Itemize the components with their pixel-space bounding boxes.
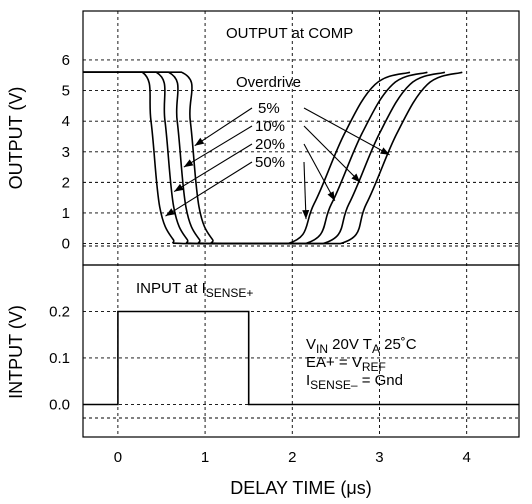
overdrive-arrowhead-2-0 [174,183,184,192]
overdrive-arrowhead-3-1 [302,210,310,220]
input-series-0 [83,310,519,406]
overdrive-legend-title: Overdrive [236,74,301,91]
output-y-tick-label-6: 6 [62,52,70,69]
output-y-tick-label-3: 3 [62,144,70,161]
x-tick-label-1: 1 [201,449,209,466]
x-axis-title: DELAY TIME (μs) [230,478,371,498]
output-y-tick-label-4: 4 [62,113,70,130]
output-y-tick-label-2: 2 [62,174,70,191]
x-tick-label-0: 0 [114,449,122,466]
condition-line-3: ISENSE– = Gnd [306,372,403,392]
output-y-axis-title: OUTPUT (V) [6,87,26,190]
overdrive-arrow-2-1 [303,143,336,201]
output-y-tick-label-5: 5 [62,83,70,100]
input-panel-title: INPUT at ISENSE+ [136,280,253,300]
overdrive-arrowhead-1-1 [351,173,361,183]
overdrive-arrowhead-0-1 [380,147,390,155]
overdrive-label-20: 20% [255,136,285,153]
input-y-tick-label-1: 0.1 [49,350,70,367]
x-tick-label-3: 3 [375,449,383,466]
condition-line-2: EA+ = VREF [306,354,386,374]
tick-labels: 0 1 2 3 4 0 1 2 3 4 5 6 0.0 0.1 0.2 [49,52,471,466]
overdrive-arrow-1-0 [183,125,253,168]
x-tick-label-2: 2 [288,449,296,466]
input-y-axis-title: INTPUT (V) [6,305,26,399]
overdrive-arrow-1-1 [303,125,361,183]
overdrive-arrowhead-0-0 [194,137,205,146]
output-panel-frame [82,10,520,266]
overdrive-label-10: 10% [255,118,285,135]
overdrive-arrow-3-1 [303,161,307,220]
output-series-3 [83,71,411,245]
x-tick-label-4: 4 [463,449,471,466]
overdrive-arrowhead-1-0 [183,159,194,168]
overdrive-arrow-0-0 [194,107,253,147]
overdrive-arrows [165,107,390,220]
traces [83,71,519,406]
overdrive-label-50: 50% [255,154,285,171]
overdrive-arrowhead-2-1 [327,191,335,201]
condition-line-1: VIN 20V TA 25˚C [306,336,417,356]
input-y-tick-label-2: 0.2 [49,303,70,320]
output-y-tick-label-1: 1 [62,205,70,222]
overdrive-arrow-3-0 [165,161,253,217]
output-panel-title: OUTPUT at COMP [226,25,353,42]
overdrive-label-5: 5% [258,100,280,117]
overdrive-arrow-0-1 [303,107,390,156]
overdrive-arrow-2-0 [173,143,253,193]
overdrive-arrowhead-3-0 [165,208,175,216]
input-panel-frame [82,264,520,438]
input-y-tick-label-0: 0.0 [49,396,70,413]
output-y-tick-label-0: 0 [62,236,70,253]
